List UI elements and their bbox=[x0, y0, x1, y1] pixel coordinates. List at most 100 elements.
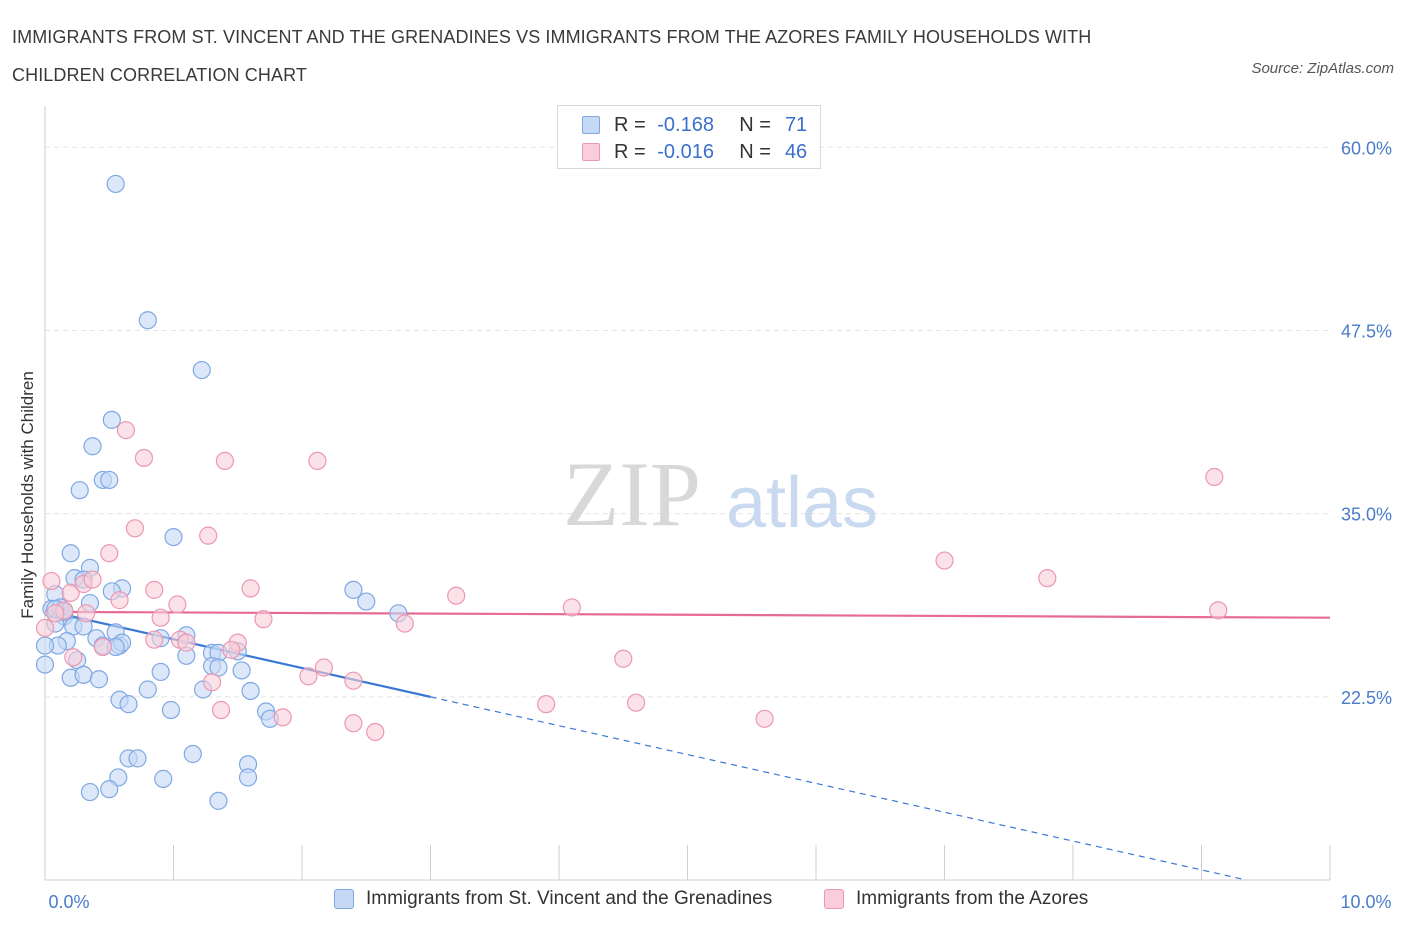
blue-data-point bbox=[344, 580, 363, 599]
legend-swatch-blue bbox=[582, 116, 600, 134]
pink-data-point bbox=[46, 604, 65, 623]
y-tick-label: 22.5% bbox=[1341, 688, 1392, 708]
pink-data-point bbox=[77, 604, 96, 623]
blue-data-point bbox=[154, 769, 173, 788]
series-label-blue: Immigrants from St. Vincent and the Gren… bbox=[366, 888, 773, 909]
blue-data-point bbox=[83, 437, 102, 456]
pink-data-point bbox=[626, 693, 646, 712]
pink-data-point bbox=[344, 671, 363, 690]
series-legend-item-pink: Immigrants from the Azores bbox=[824, 888, 1088, 910]
legend-n-label: N = bbox=[739, 140, 771, 163]
blue-data-point bbox=[232, 661, 251, 680]
pink-data-point bbox=[1205, 467, 1224, 487]
legend-r-value: -0.168 bbox=[657, 113, 714, 136]
blue-data-point bbox=[151, 662, 170, 682]
legend-n-label: N = bbox=[739, 113, 771, 136]
pink-data-point bbox=[314, 658, 333, 677]
blue-trend-line-extension bbox=[430, 696, 1247, 881]
series-swatch-pink bbox=[824, 889, 844, 909]
pink-data-point bbox=[211, 700, 231, 720]
pink-data-point bbox=[344, 714, 363, 733]
blue-data-point bbox=[192, 360, 211, 380]
pink-data-point bbox=[241, 579, 260, 598]
blue-data-point bbox=[209, 791, 228, 810]
pink-data-point bbox=[145, 630, 164, 649]
watermark: ZIP atlas bbox=[563, 443, 878, 545]
blue-data-point bbox=[100, 780, 119, 799]
pink-data-point bbox=[42, 571, 61, 591]
blue-data-point bbox=[241, 681, 260, 701]
correlation-legend: R = -0.168 N = 71 R = -0.016 N = 46 bbox=[557, 105, 821, 169]
blue-data-point bbox=[70, 481, 89, 500]
watermark-atlas: atlas bbox=[726, 463, 878, 543]
y-tick-label: 35.0% bbox=[1341, 505, 1392, 525]
legend-r-value: -0.016 bbox=[657, 140, 714, 163]
legend-swatch-pink bbox=[582, 143, 600, 161]
blue-data-point bbox=[35, 655, 55, 674]
blue-data-point bbox=[138, 680, 157, 699]
pink-data-point bbox=[395, 614, 414, 633]
series-legend-item-blue: Immigrants from St. Vincent and the Gren… bbox=[334, 888, 772, 910]
pink-data-point bbox=[177, 633, 196, 652]
pink-data-point bbox=[116, 421, 136, 440]
blue-data-point bbox=[102, 410, 121, 429]
pink-data-point bbox=[61, 583, 80, 602]
pink-data-point bbox=[93, 637, 112, 657]
y-tick-label: 60.0% bbox=[1341, 138, 1392, 158]
y-axis-label: Family Households with Children bbox=[18, 371, 37, 619]
pink-data-point bbox=[202, 673, 222, 692]
pink-data-point bbox=[366, 722, 385, 742]
pink-data-point bbox=[145, 580, 164, 599]
legend-r-label: R = bbox=[614, 113, 646, 136]
pink-data-point bbox=[447, 586, 466, 605]
blue-data-point bbox=[61, 544, 80, 563]
blue-data-point bbox=[100, 470, 119, 490]
pink-data-point bbox=[151, 608, 170, 627]
legend-row-blue: R = -0.168 N = 71 bbox=[582, 112, 807, 138]
data-points bbox=[35, 174, 1228, 810]
blue-data-point bbox=[35, 636, 55, 655]
series-legend: Immigrants from St. Vincent and the Gren… bbox=[0, 888, 1406, 916]
blue-data-point bbox=[357, 592, 376, 611]
pink-data-point bbox=[83, 570, 102, 589]
pink-data-point bbox=[273, 708, 292, 727]
series-swatch-blue bbox=[334, 889, 354, 909]
pink-data-point bbox=[199, 526, 218, 545]
blue-data-point bbox=[119, 695, 138, 714]
blue-data-point bbox=[80, 782, 100, 802]
axes bbox=[44, 106, 1331, 881]
pink-data-point bbox=[168, 595, 187, 614]
series-label-pink: Immigrants from the Azores bbox=[856, 888, 1089, 909]
pink-data-point bbox=[134, 448, 154, 468]
legend-n-value: 46 bbox=[784, 140, 808, 163]
blue-data-point bbox=[128, 749, 147, 768]
watermark-zip: ZIP bbox=[563, 443, 701, 545]
pink-data-point bbox=[308, 451, 327, 470]
legend-r-label: R = bbox=[614, 140, 646, 163]
y-tick-label: 47.5% bbox=[1341, 321, 1392, 341]
pink-data-point bbox=[35, 618, 55, 638]
blue-data-point bbox=[161, 700, 181, 720]
pink-data-point bbox=[537, 695, 556, 714]
pink-data-point bbox=[125, 519, 145, 538]
tick-labels: 22.5% 35.0% 47.5% 60.0% 0.0% 10.0% bbox=[48, 138, 1392, 912]
pink-data-point bbox=[215, 451, 234, 470]
pink-data-point bbox=[254, 610, 273, 629]
blue-data-point bbox=[106, 174, 125, 194]
blue-data-point bbox=[138, 311, 157, 330]
blue-data-point bbox=[164, 527, 183, 547]
source-label: Source: ZipAtlas.com bbox=[1251, 60, 1394, 77]
x-tick-label: 10.0% bbox=[1340, 892, 1391, 912]
pink-data-point bbox=[299, 667, 318, 686]
blue-data-point bbox=[74, 665, 93, 684]
pink-data-point bbox=[1209, 601, 1228, 620]
blue-data-point bbox=[89, 670, 109, 689]
pink-data-point bbox=[222, 640, 241, 660]
pink-data-point bbox=[64, 648, 83, 667]
legend-n-value: 71 bbox=[784, 113, 808, 136]
blue-data-point bbox=[183, 744, 202, 764]
legend-row-pink: R = -0.016 N = 46 bbox=[582, 139, 807, 165]
pink-data-point bbox=[562, 598, 581, 617]
pink-data-point bbox=[935, 551, 954, 570]
